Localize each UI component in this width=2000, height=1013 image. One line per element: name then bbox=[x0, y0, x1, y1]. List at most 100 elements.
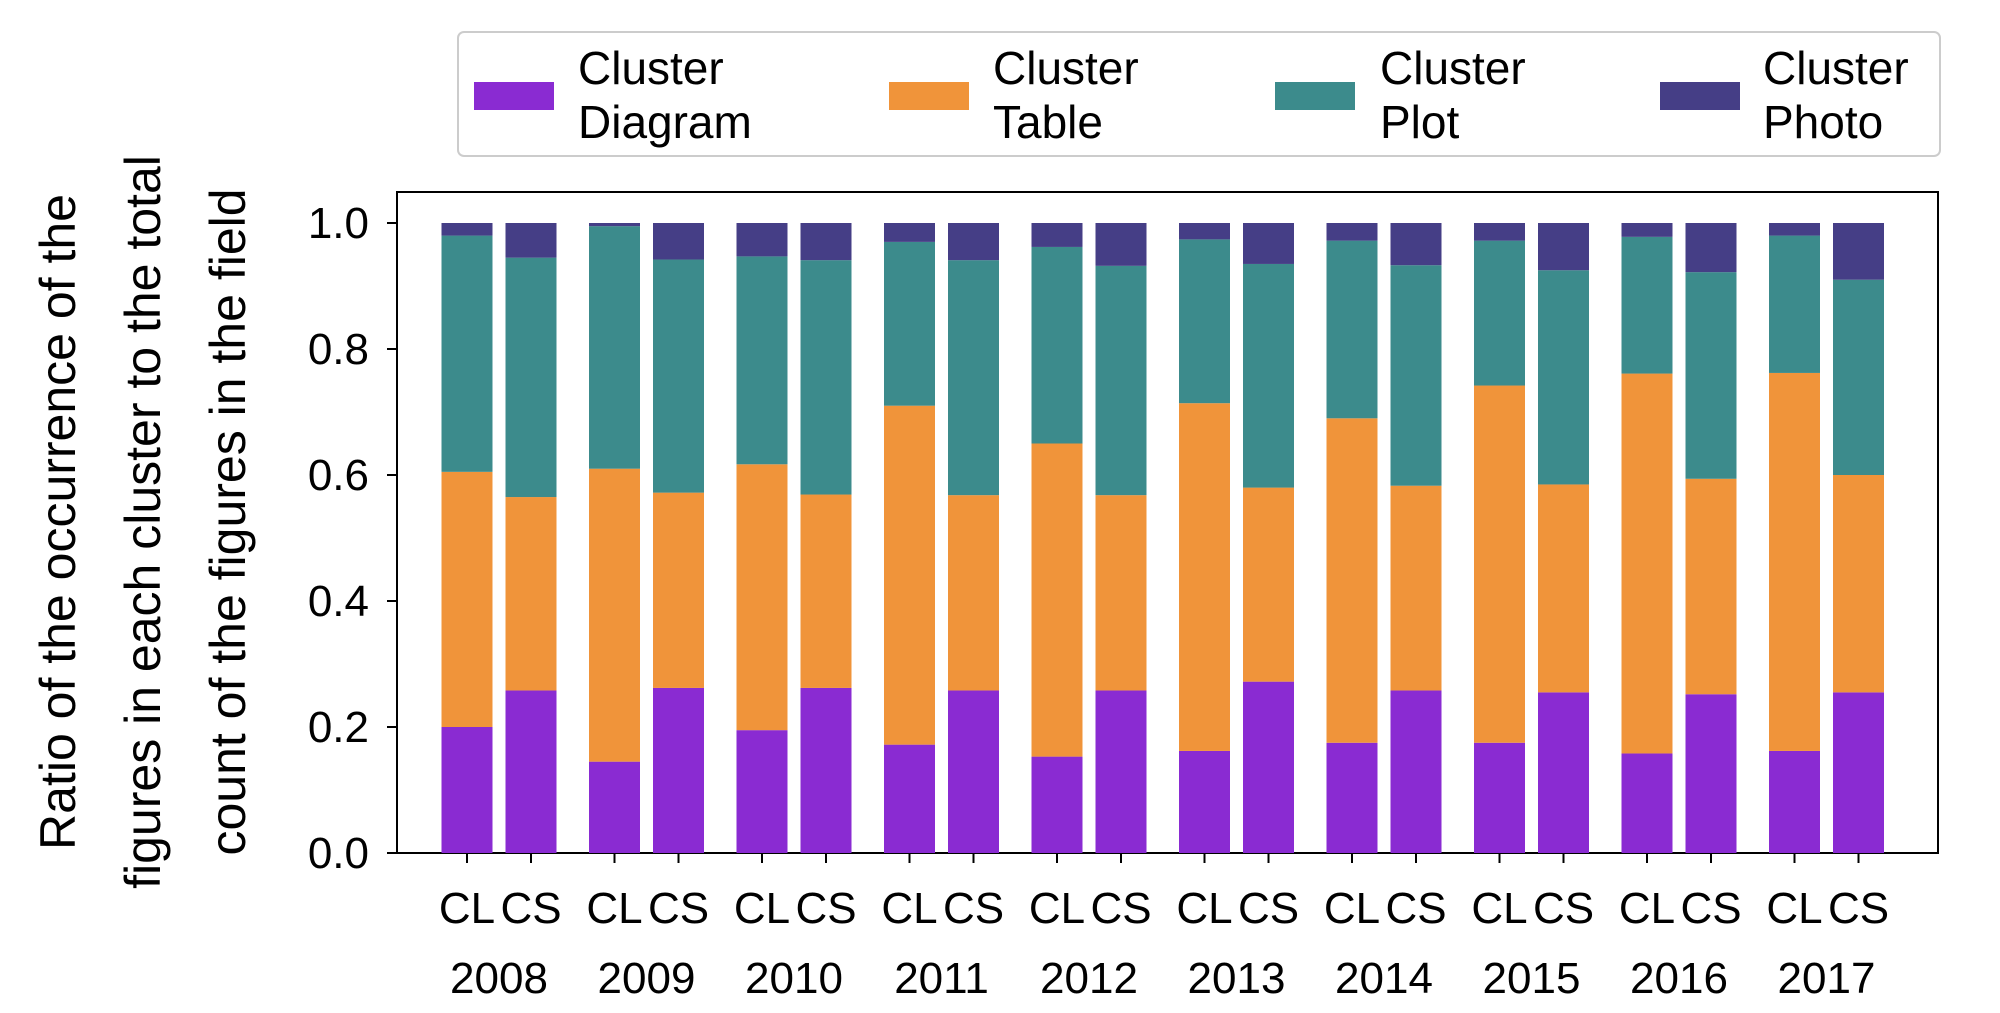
legend-swatch-2 bbox=[1275, 82, 1355, 110]
bar-cs-2009-series-3 bbox=[653, 223, 704, 260]
y-tick-label: 0.8 bbox=[308, 325, 369, 374]
bar-cs-2011-series-3 bbox=[948, 223, 999, 261]
bar-cs-2015-series-2 bbox=[1538, 270, 1589, 485]
bar-cl-2012-series-0 bbox=[1031, 756, 1083, 853]
x-tick-label-cl: CL bbox=[1176, 884, 1232, 933]
x-tick-label-cs: CS bbox=[1828, 884, 1889, 933]
bar-cs-2010-series-3 bbox=[800, 223, 852, 261]
bar-cl-2010-series-3 bbox=[736, 223, 788, 257]
y-axis-label-line: figures in each cluster to the total bbox=[115, 155, 171, 889]
bar-cs-2013-series-1 bbox=[1243, 487, 1294, 682]
bar-cs-2012-series-1 bbox=[1095, 495, 1147, 691]
x-tick-label-cl: CL bbox=[439, 884, 495, 933]
bar-cl-2015-series-3 bbox=[1474, 223, 1525, 241]
bar-cl-2011-series-0 bbox=[884, 744, 935, 853]
x-group-label-year: 2009 bbox=[598, 954, 696, 1003]
bar-cl-2012-series-1 bbox=[1031, 443, 1083, 757]
x-group-label-year: 2013 bbox=[1188, 954, 1286, 1003]
x-tick-label-cl: CL bbox=[1619, 884, 1675, 933]
bar-cs-2014-series-2 bbox=[1390, 265, 1442, 486]
bar-cs-2017-series-0 bbox=[1833, 692, 1884, 853]
bar-cs-2012-series-3 bbox=[1095, 223, 1147, 266]
bar-cl-2008-series-1 bbox=[441, 471, 493, 727]
x-group-label-year: 2014 bbox=[1335, 954, 1433, 1003]
bar-cl-2008-series-0 bbox=[441, 727, 493, 853]
bar-cl-2011-series-1 bbox=[884, 405, 935, 745]
bar-cl-2015-series-0 bbox=[1474, 742, 1525, 853]
bar-cl-2008-series-2 bbox=[441, 235, 493, 472]
bar-cl-2010-series-2 bbox=[736, 256, 788, 465]
x-tick-label-cs: CS bbox=[500, 884, 561, 933]
bar-cs-2008-series-0 bbox=[505, 690, 557, 853]
bar-cs-2011-series-1 bbox=[948, 495, 999, 691]
bar-cs-2014-series-1 bbox=[1390, 485, 1442, 691]
bar-cl-2017-series-2 bbox=[1769, 235, 1820, 373]
y-tick-label: 0.2 bbox=[308, 703, 369, 752]
bar-cs-2014-series-0 bbox=[1390, 690, 1442, 853]
bar-cs-2010-series-2 bbox=[800, 260, 852, 495]
x-tick-label-cs: CS bbox=[648, 884, 709, 933]
bar-cl-2015-series-2 bbox=[1474, 240, 1525, 386]
y-tick-label: 1.0 bbox=[308, 199, 369, 248]
x-tick-label-cl: CL bbox=[1029, 884, 1085, 933]
bar-cl-2008-series-3 bbox=[441, 223, 493, 236]
legend-swatch-3 bbox=[1660, 82, 1740, 110]
legend-label: Cluster bbox=[993, 42, 1139, 94]
bar-cl-2016-series-1 bbox=[1621, 373, 1673, 754]
bar-cs-2016-series-1 bbox=[1685, 478, 1737, 695]
legend-label: Diagram bbox=[578, 96, 752, 148]
bar-cl-2013-series-1 bbox=[1179, 403, 1230, 751]
bar-cl-2013-series-2 bbox=[1179, 239, 1230, 404]
bar-cl-2011-series-2 bbox=[884, 241, 935, 406]
x-tick-label-cs: CS bbox=[1238, 884, 1299, 933]
bar-cl-2014-series-2 bbox=[1326, 240, 1378, 419]
bar-cs-2015-series-3 bbox=[1538, 223, 1589, 271]
bar-cl-2009-series-0 bbox=[589, 761, 640, 853]
bar-cl-2014-series-0 bbox=[1326, 742, 1378, 853]
x-tick-label-cs: CS bbox=[1385, 884, 1446, 933]
legend-label: Table bbox=[993, 96, 1103, 148]
bar-cl-2014-series-1 bbox=[1326, 418, 1378, 743]
bar-cs-2009-series-1 bbox=[653, 492, 704, 688]
legend-swatch-1 bbox=[889, 82, 969, 110]
bar-cs-2017-series-3 bbox=[1833, 223, 1884, 280]
y-tick-label: 0.0 bbox=[308, 829, 369, 878]
bar-cl-2015-series-1 bbox=[1474, 385, 1525, 743]
bar-cl-2016-series-2 bbox=[1621, 236, 1673, 374]
bar-cs-2011-series-0 bbox=[948, 690, 999, 853]
bar-cs-2012-series-2 bbox=[1095, 265, 1147, 496]
legend-label: Photo bbox=[1763, 96, 1883, 148]
bar-cs-2008-series-2 bbox=[505, 257, 557, 498]
bar-cs-2011-series-2 bbox=[948, 260, 999, 496]
y-tick-label: 0.6 bbox=[308, 451, 369, 500]
bar-cs-2012-series-0 bbox=[1095, 690, 1147, 853]
bar-cs-2008-series-3 bbox=[505, 223, 557, 258]
x-tick-label-cl: CL bbox=[1766, 884, 1822, 933]
y-tick-label: 0.4 bbox=[308, 577, 369, 626]
legend-label: Plot bbox=[1380, 96, 1459, 148]
bar-cl-2017-series-0 bbox=[1769, 750, 1820, 853]
x-group-label-year: 2012 bbox=[1040, 954, 1138, 1003]
bar-cs-2013-series-3 bbox=[1243, 223, 1294, 264]
legend-swatch-0 bbox=[474, 82, 554, 110]
bar-cl-2010-series-1 bbox=[736, 464, 788, 731]
x-tick-label-cs: CS bbox=[1533, 884, 1594, 933]
bar-cl-2012-series-2 bbox=[1031, 246, 1083, 444]
bar-cl-2009-series-2 bbox=[589, 226, 640, 469]
x-group-label-year: 2016 bbox=[1630, 954, 1728, 1003]
bar-cl-2013-series-0 bbox=[1179, 750, 1230, 853]
x-tick-label-cs: CS bbox=[1680, 884, 1741, 933]
x-tick-label-cs: CS bbox=[1090, 884, 1151, 933]
bar-cs-2017-series-2 bbox=[1833, 279, 1884, 475]
x-tick-label-cl: CL bbox=[586, 884, 642, 933]
bar-cl-2010-series-0 bbox=[736, 730, 788, 853]
bar-cs-2009-series-2 bbox=[653, 259, 704, 493]
bar-cl-2012-series-3 bbox=[1031, 223, 1083, 247]
bar-cs-2016-series-3 bbox=[1685, 223, 1737, 273]
bar-cs-2013-series-0 bbox=[1243, 681, 1294, 853]
x-group-label-year: 2015 bbox=[1483, 954, 1581, 1003]
bar-cs-2008-series-1 bbox=[505, 497, 557, 691]
bar-cs-2017-series-1 bbox=[1833, 475, 1884, 693]
